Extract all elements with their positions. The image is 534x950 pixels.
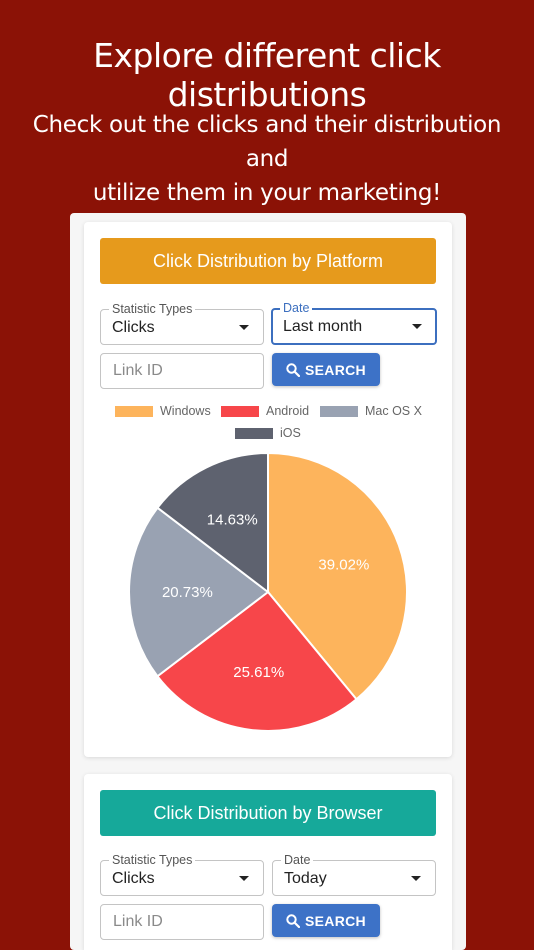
search-button-label: SEARCH [305, 912, 366, 929]
date-label: Date [280, 300, 313, 316]
legend-label: Windows [160, 404, 211, 418]
legend-swatch [221, 405, 259, 417]
caret-down-icon [239, 876, 249, 881]
hero-subtitle-line1: Check out the clicks and their distribut… [32, 112, 502, 172]
legend-item-ios[interactable]: iOS [235, 426, 301, 440]
caret-down-icon [411, 876, 421, 881]
statistic-type-value: Clicks [112, 870, 155, 887]
hero-subtitle: Check out the clicks and their distribut… [10, 108, 524, 210]
pie-slice-ios[interactable] [156, 451, 269, 595]
link-id-field[interactable] [100, 353, 264, 389]
statistic-type-label: Statistic Types [109, 852, 196, 868]
statistic-type-select[interactable]: Statistic Types Clicks [100, 301, 264, 345]
caret-down-icon [239, 325, 249, 330]
legend-item-macos[interactable]: Mac OS X [320, 404, 422, 418]
browser-card-header: Click Distribution by Browser [100, 790, 436, 836]
statistic-type-value: Clicks [112, 319, 155, 336]
legend-label: Android [266, 404, 310, 418]
legend-item-android[interactable]: Android [221, 404, 309, 418]
hero-subtitle-line2: utilize them in your marketing! [92, 180, 442, 206]
statistic-type-label: Statistic Types [109, 301, 196, 317]
search-button[interactable]: SEARCH [272, 904, 380, 937]
pie-slice-android[interactable] [156, 590, 358, 732]
legend-item-windows[interactable]: Windows [115, 404, 211, 418]
date-label: Date [281, 852, 314, 868]
search-button-label: SEARCH [305, 361, 366, 378]
pie-label-ios: 14.63% [207, 512, 258, 529]
pie-slice-macos[interactable] [128, 506, 270, 678]
caret-down-icon [412, 324, 422, 329]
hero-title: Explore different click distributions [93, 36, 441, 114]
date-select[interactable]: Date Last month [271, 300, 437, 345]
legend-swatch [235, 427, 273, 439]
search-button[interactable]: SEARCH [272, 353, 380, 386]
pie-label-android: 25.61% [233, 664, 284, 681]
platform-card-header: Click Distribution by Platform [100, 238, 436, 284]
browser-card: Click Distribution by Browser Statistic … [84, 774, 452, 950]
date-select[interactable]: Date Today [272, 852, 436, 896]
statistic-type-select[interactable]: Statistic Types Clicks [100, 852, 264, 896]
magnifier-icon [286, 913, 301, 928]
pie-label-macos: 20.73% [162, 584, 213, 601]
pie-label-windows: 39.02% [318, 557, 369, 574]
pie-svg: 39.02% 25.61% 20.73% 14.63% [128, 451, 408, 732]
legend-label: Mac OS X [365, 404, 422, 418]
link-id-input[interactable] [101, 905, 263, 939]
legend-swatch [320, 405, 358, 417]
legend-label: iOS [280, 426, 301, 440]
link-id-input[interactable] [101, 354, 263, 388]
date-value: Last month [283, 318, 363, 335]
platform-pie-chart: 39.02% 25.61% 20.73% 14.63% [127, 451, 409, 733]
link-id-field[interactable] [100, 904, 264, 940]
legend-swatch [115, 405, 153, 417]
pie-slice-windows[interactable] [267, 451, 408, 701]
magnifier-icon [286, 362, 301, 377]
date-value: Today [284, 870, 327, 887]
